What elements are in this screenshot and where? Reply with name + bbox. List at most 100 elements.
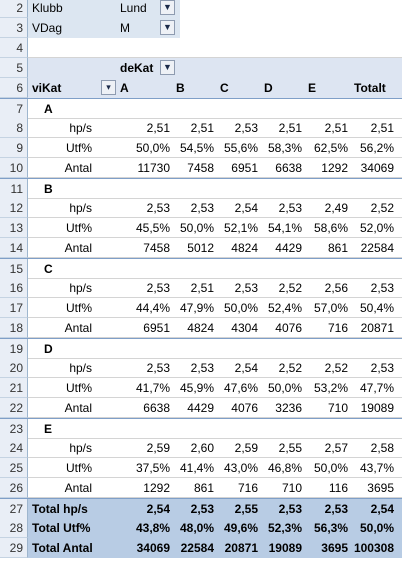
data-cell[interactable]: 2,54 xyxy=(234,201,258,215)
data-cell[interactable]: 116 xyxy=(328,481,348,495)
data-cell[interactable]: 50,0% xyxy=(223,301,258,315)
data-cell[interactable]: 20871 xyxy=(360,321,394,335)
row-number[interactable]: 24 xyxy=(0,438,28,458)
total-cell[interactable]: 2,53 xyxy=(278,502,302,516)
row-number[interactable]: 25 xyxy=(0,458,28,478)
total-cell[interactable]: 56,3% xyxy=(313,521,348,535)
data-cell[interactable]: 54,5% xyxy=(179,141,214,155)
total-cell[interactable]: 52,3% xyxy=(267,521,302,535)
data-cell[interactable]: 861 xyxy=(193,481,214,495)
row-number[interactable]: 18 xyxy=(0,318,28,338)
data-cell[interactable]: 2,52 xyxy=(278,281,302,295)
data-cell[interactable]: 58,6% xyxy=(313,221,348,235)
data-cell[interactable]: 54,1% xyxy=(267,221,302,235)
data-cell[interactable]: 2,59 xyxy=(146,441,170,455)
data-cell[interactable]: 52,4% xyxy=(267,301,302,315)
total-cell[interactable]: 2,54 xyxy=(370,502,394,516)
data-cell[interactable]: 4076 xyxy=(275,321,302,335)
data-cell[interactable]: 2,57 xyxy=(324,441,348,455)
data-cell[interactable]: 2,55 xyxy=(278,441,302,455)
row-number[interactable]: 5 xyxy=(0,58,28,78)
data-cell[interactable]: 2,51 xyxy=(190,121,214,135)
data-cell[interactable]: 2,53 xyxy=(278,201,302,215)
data-cell[interactable]: 45,9% xyxy=(179,381,214,395)
data-cell[interactable]: 41,4% xyxy=(179,461,214,475)
data-cell[interactable]: 1292 xyxy=(143,481,170,495)
row-number[interactable]: 11 xyxy=(0,179,28,199)
data-cell[interactable]: 34069 xyxy=(360,161,394,175)
row-number[interactable]: 14 xyxy=(0,238,28,258)
data-cell[interactable]: 2,53 xyxy=(146,201,170,215)
data-cell[interactable]: 50,0% xyxy=(179,221,214,235)
data-cell[interactable]: 19089 xyxy=(360,401,394,415)
data-cell[interactable]: 6638 xyxy=(143,401,170,415)
data-cell[interactable]: 6638 xyxy=(275,161,302,175)
data-cell[interactable]: 2,56 xyxy=(324,281,348,295)
row-number[interactable]: 6 xyxy=(0,78,28,98)
data-cell[interactable]: 4304 xyxy=(231,321,258,335)
data-cell[interactable]: 50,0% xyxy=(313,461,348,475)
data-cell[interactable]: 2,54 xyxy=(234,361,258,375)
data-cell[interactable]: 46,8% xyxy=(267,461,302,475)
data-cell[interactable]: 50,0% xyxy=(267,381,302,395)
row-number[interactable]: 23 xyxy=(0,419,28,439)
data-cell[interactable]: 716 xyxy=(237,481,258,495)
data-cell[interactable]: 2,52 xyxy=(324,361,348,375)
total-cell[interactable]: 100308 xyxy=(353,541,394,555)
total-cell[interactable]: 3695 xyxy=(321,541,348,555)
data-cell[interactable]: 47,7% xyxy=(359,381,394,395)
data-cell[interactable]: 47,6% xyxy=(223,381,258,395)
row-number[interactable]: 21 xyxy=(0,378,28,398)
row-number[interactable]: 28 xyxy=(0,518,28,538)
row-number[interactable]: 19 xyxy=(0,339,28,359)
row-number[interactable]: 2 xyxy=(0,0,28,18)
data-cell[interactable]: 710 xyxy=(327,401,348,415)
data-cell[interactable]: 58,3% xyxy=(267,141,302,155)
filter-value[interactable]: M xyxy=(120,21,130,35)
data-cell[interactable]: 710 xyxy=(281,481,302,495)
data-cell[interactable]: 4824 xyxy=(187,321,214,335)
data-cell[interactable]: 7458 xyxy=(143,241,170,255)
total-cell[interactable]: 2,55 xyxy=(234,502,258,516)
data-cell[interactable]: 53,2% xyxy=(313,381,348,395)
data-cell[interactable]: 861 xyxy=(327,241,348,255)
row-number[interactable]: 27 xyxy=(0,499,28,519)
data-cell[interactable]: 56,2% xyxy=(359,141,394,155)
data-cell[interactable]: 6951 xyxy=(143,321,170,335)
row-number[interactable]: 16 xyxy=(0,278,28,298)
data-cell[interactable]: 2,53 xyxy=(370,281,394,295)
data-cell[interactable]: 716 xyxy=(327,321,348,335)
total-cell[interactable]: 48,0% xyxy=(179,521,214,535)
data-cell[interactable]: 2,51 xyxy=(278,121,302,135)
total-cell[interactable]: 2,53 xyxy=(190,502,214,516)
row-number[interactable]: 10 xyxy=(0,158,28,178)
row-number[interactable]: 7 xyxy=(0,99,28,119)
filter-icon[interactable]: ▼ xyxy=(160,60,175,75)
row-number[interactable]: 17 xyxy=(0,298,28,318)
data-cell[interactable]: 50,0% xyxy=(135,141,170,155)
total-cell[interactable]: 19089 xyxy=(268,541,302,555)
filter-icon[interactable]: ▼ xyxy=(160,20,175,35)
data-cell[interactable]: 3695 xyxy=(367,481,394,495)
row-number[interactable]: 4 xyxy=(0,38,28,58)
data-cell[interactable]: 2,51 xyxy=(370,121,394,135)
data-cell[interactable]: 4429 xyxy=(275,241,302,255)
data-cell[interactable]: 2,51 xyxy=(324,121,348,135)
row-number[interactable]: 29 xyxy=(0,538,28,558)
data-cell[interactable]: 2,53 xyxy=(234,121,258,135)
row-number[interactable]: 3 xyxy=(0,18,28,38)
data-cell[interactable]: 62,5% xyxy=(313,141,348,155)
filter-icon[interactable]: ▼ xyxy=(160,0,175,15)
data-cell[interactable]: 4429 xyxy=(187,401,214,415)
data-cell[interactable]: 1292 xyxy=(321,161,348,175)
total-cell[interactable]: 34069 xyxy=(136,541,170,555)
data-cell[interactable]: 4824 xyxy=(231,241,258,255)
data-cell[interactable]: 2,49 xyxy=(324,201,348,215)
data-cell[interactable]: 5012 xyxy=(187,241,214,255)
filter-value[interactable]: Lund xyxy=(120,1,147,15)
data-cell[interactable]: 2,58 xyxy=(370,441,394,455)
data-cell[interactable]: 2,53 xyxy=(234,281,258,295)
data-cell[interactable]: 22584 xyxy=(360,241,394,255)
data-cell[interactable]: 4076 xyxy=(231,401,258,415)
data-cell[interactable]: 43,0% xyxy=(223,461,258,475)
